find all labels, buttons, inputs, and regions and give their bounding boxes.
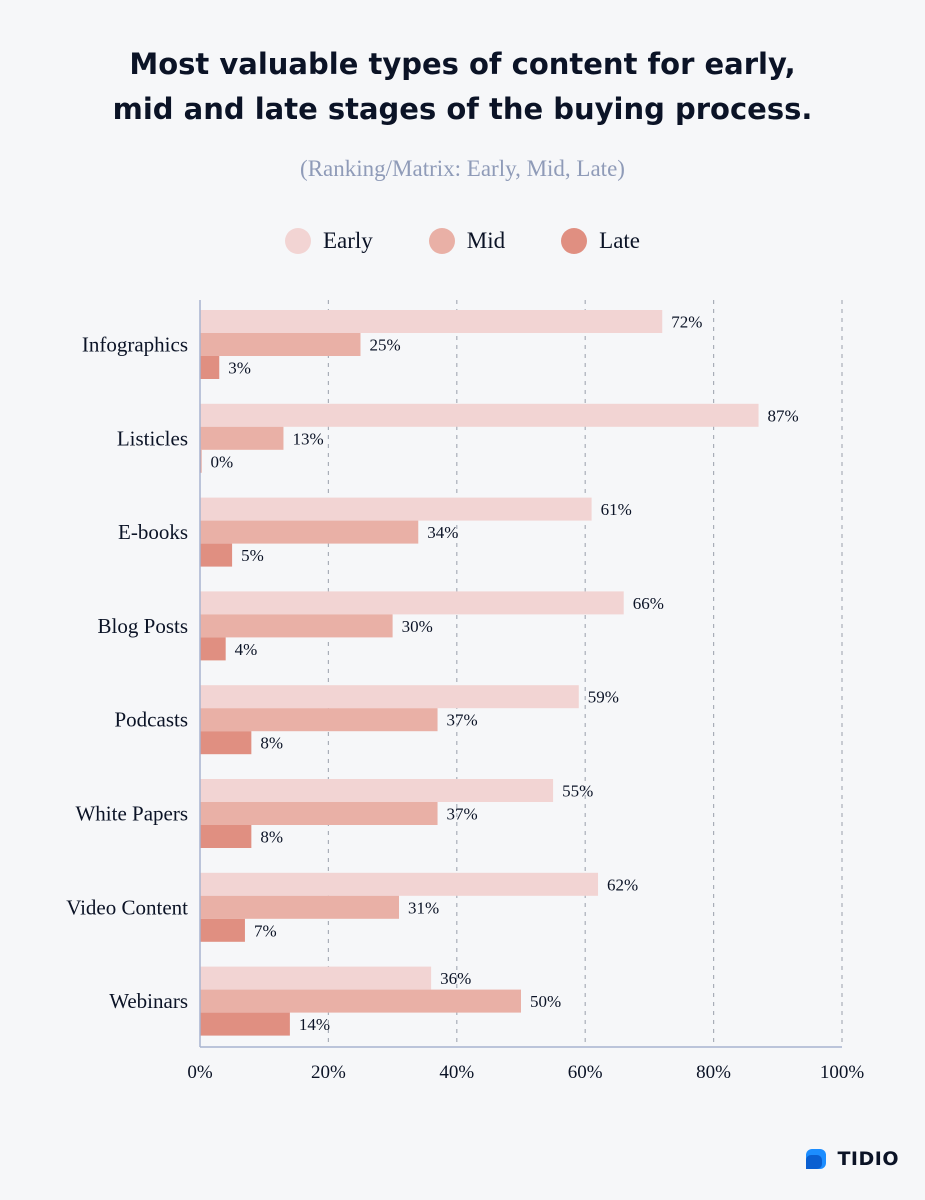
data-label: 72% <box>671 313 702 332</box>
bar-early <box>200 685 579 709</box>
legend-item-mid: Mid <box>428 228 506 254</box>
tidio-logo-icon <box>806 1149 827 1169</box>
data-label: 13% <box>292 429 323 448</box>
bar-early <box>200 966 432 990</box>
data-label: 0% <box>211 452 234 471</box>
x-tick-label: 40% <box>439 1062 474 1083</box>
bar-mid <box>200 802 438 825</box>
legend-item-early: Early <box>284 228 373 254</box>
category-label: Blog Posts <box>98 614 188 638</box>
data-label: 7% <box>254 921 277 940</box>
bar-early <box>200 872 599 896</box>
title-line-1: Most valuable types of content for early… <box>129 47 796 81</box>
bar-mid <box>200 614 393 638</box>
category-label: Podcasts <box>115 708 189 732</box>
chart-title: Most valuable types of content for early… <box>0 42 925 132</box>
data-label: 36% <box>440 969 471 988</box>
data-label: 59% <box>588 688 619 707</box>
data-label: 34% <box>427 523 458 542</box>
data-label: 14% <box>299 1015 330 1034</box>
legend: Early Mid Late <box>0 228 925 254</box>
category-label: E-books <box>118 520 188 544</box>
legend-item-late: Late <box>561 228 640 254</box>
legend-label-late: Late <box>599 228 640 253</box>
data-label: 31% <box>408 898 439 917</box>
data-label: 3% <box>228 359 251 378</box>
data-label: 66% <box>633 594 664 613</box>
data-label: 62% <box>607 875 638 894</box>
bar-early <box>200 497 592 521</box>
bar-late <box>200 356 220 379</box>
data-label: 55% <box>562 782 593 801</box>
x-tick-label: 0% <box>187 1062 213 1083</box>
bar-mid <box>200 333 361 356</box>
bar-late <box>200 731 252 755</box>
data-label: 87% <box>768 406 799 425</box>
bar-mid <box>200 426 284 450</box>
legend-label-mid: Mid <box>466 228 506 253</box>
data-label: 37% <box>447 805 478 824</box>
x-tick-label: 100% <box>820 1062 865 1083</box>
bar-early <box>200 591 624 615</box>
bar-late <box>200 918 245 942</box>
brand-name: TIDIO <box>837 1148 899 1170</box>
bar-late <box>200 543 233 567</box>
bar-mid <box>200 708 438 732</box>
legend-swatch-late <box>561 228 588 254</box>
category-label: Infographics <box>82 333 188 357</box>
legend-label-early: Early <box>322 228 373 253</box>
bar-late <box>200 637 226 661</box>
data-label: 4% <box>235 640 258 659</box>
data-label: 25% <box>370 336 401 355</box>
legend-swatch-early <box>284 228 311 254</box>
bar-early <box>200 403 759 427</box>
bar-early <box>200 779 554 802</box>
x-tick-label: 60% <box>568 1062 603 1083</box>
data-label: 50% <box>530 992 561 1011</box>
data-label: 30% <box>402 617 433 636</box>
data-label: 5% <box>241 546 264 565</box>
bar-early <box>200 310 663 333</box>
data-label: 8% <box>260 734 283 753</box>
category-label: Listicles <box>117 426 188 450</box>
category-label: Webinars <box>109 989 188 1013</box>
bar-mid <box>200 520 419 544</box>
legend-swatch-mid <box>428 228 455 254</box>
category-label: White Papers <box>75 802 188 826</box>
x-tick-label: 20% <box>311 1062 346 1083</box>
x-tick-label: 80% <box>696 1062 731 1083</box>
bar-mid <box>200 895 400 919</box>
chart-subtitle: (Ranking/Matrix: Early, Mid, Late) <box>300 156 625 181</box>
brand-logo: TIDIO <box>803 1146 899 1172</box>
data-label: 37% <box>447 711 478 730</box>
bar-late <box>200 1012 290 1036</box>
data-label: 61% <box>601 500 632 519</box>
title-line-2: mid and late stages of the buying proces… <box>112 92 813 126</box>
data-label: 8% <box>260 828 283 847</box>
bar-mid <box>200 989 521 1013</box>
bar-late <box>200 825 252 848</box>
category-label: Video Content <box>66 895 188 919</box>
